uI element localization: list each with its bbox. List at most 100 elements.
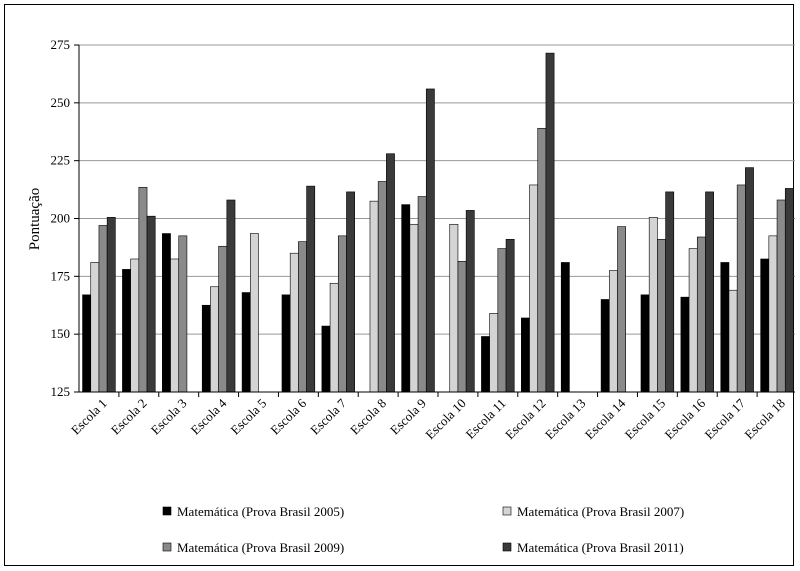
legend-item: Matemática (Prova Brasil 2005) xyxy=(162,504,344,519)
bar xyxy=(537,127,547,393)
bar xyxy=(90,262,100,393)
bar xyxy=(386,153,395,393)
x-tick-label: Escola 18 xyxy=(741,396,788,443)
y-tick-labels: 125 150 175 200 225 250 275 xyxy=(51,37,71,399)
x-tick-label: Escola 16 xyxy=(662,395,709,442)
bar xyxy=(465,210,475,393)
bar xyxy=(640,294,650,393)
x-tick-label: Escola 2 xyxy=(108,396,150,438)
bar xyxy=(138,186,148,393)
bar xyxy=(657,239,666,393)
chart-frame: 125 150 175 200 225 250 275 Escola 1 Escola 2 Es… xyxy=(4,4,795,566)
x-tick-label: Escola 5 xyxy=(227,396,269,438)
grid-lines xyxy=(74,44,795,393)
bar xyxy=(505,239,515,393)
legend-swatch xyxy=(502,542,512,552)
x-tick-label: Escola 11 xyxy=(462,396,508,442)
y-tick-label: 125 xyxy=(51,384,71,399)
bar xyxy=(401,204,411,393)
bar xyxy=(745,167,754,393)
bar xyxy=(226,199,236,393)
legend-label: Matemática (Prova Brasil 2009) xyxy=(177,540,344,555)
bar xyxy=(146,215,156,393)
bar xyxy=(736,184,746,393)
bar xyxy=(250,233,259,393)
bar xyxy=(289,252,299,393)
bar xyxy=(680,296,690,393)
x-tick-label: Escola 3 xyxy=(148,396,190,438)
x-tick-label: Escola 10 xyxy=(422,396,469,443)
bar xyxy=(617,226,626,393)
bar xyxy=(648,217,658,393)
bar xyxy=(545,52,555,393)
bar xyxy=(346,191,355,393)
legend-swatch xyxy=(162,506,172,516)
bar xyxy=(241,292,251,393)
bar xyxy=(298,241,307,393)
x-tick-label: Escola 13 xyxy=(542,396,589,443)
bar xyxy=(337,235,347,393)
bar xyxy=(130,258,140,393)
bar xyxy=(162,233,171,393)
x-tick-label: Escola 1 xyxy=(68,396,110,438)
x-tick-label: Escola 17 xyxy=(701,395,748,442)
bar xyxy=(560,262,570,393)
bar xyxy=(425,88,435,393)
bar xyxy=(768,235,778,393)
bar xyxy=(210,286,219,393)
bar xyxy=(720,262,730,393)
y-tick-label: 250 xyxy=(51,95,71,110)
bar xyxy=(457,260,467,393)
bar xyxy=(377,181,387,393)
bar xyxy=(178,235,188,393)
bar xyxy=(306,185,316,393)
bar xyxy=(170,258,180,393)
x-tick-label: Escola 4 xyxy=(188,395,230,437)
bar xyxy=(369,200,379,393)
legend-swatch xyxy=(502,506,512,516)
bar xyxy=(489,313,499,393)
bars xyxy=(82,52,794,393)
legend-item: Matemática (Prova Brasil 2007) xyxy=(502,504,684,519)
bar xyxy=(321,325,331,393)
x-tick-label: Escola 6 xyxy=(267,395,309,437)
bar xyxy=(409,223,419,393)
legend-item: Matemática (Prova Brasil 2009) xyxy=(162,540,344,555)
bar xyxy=(449,223,459,393)
y-tick-label: 175 xyxy=(51,268,71,283)
y-axis-label: Pontuação xyxy=(27,188,43,250)
bar xyxy=(784,188,794,393)
bar xyxy=(201,304,211,393)
legend-item: Matemática (Prova Brasil 2011) xyxy=(502,540,684,555)
bar xyxy=(608,270,618,393)
y-tick-label: 150 xyxy=(51,326,71,341)
bar xyxy=(776,199,786,393)
bar xyxy=(760,258,770,393)
legend-label: Matemática (Prova Brasil 2011) xyxy=(517,540,684,555)
bar xyxy=(98,225,108,393)
x-tick-label: Escola 14 xyxy=(582,395,629,442)
bar xyxy=(481,336,490,393)
bar xyxy=(688,248,698,393)
bar xyxy=(281,294,291,393)
bar xyxy=(600,299,610,393)
bar xyxy=(696,236,706,393)
y-tick-label: 225 xyxy=(51,153,71,168)
bar xyxy=(82,294,92,393)
bar xyxy=(218,245,228,393)
bar xyxy=(705,191,714,393)
bar xyxy=(122,269,131,393)
x-tick-label: Escola 8 xyxy=(347,396,389,438)
x-tick-label: Escola 7 xyxy=(307,395,349,437)
bar xyxy=(521,317,530,393)
x-tick-label: Escola 12 xyxy=(502,396,549,443)
legend-swatch xyxy=(162,542,172,552)
bar xyxy=(497,248,507,393)
bar xyxy=(417,196,427,393)
legend: Matemática (Prova Brasil 2005) Matemática… xyxy=(162,504,684,555)
bar xyxy=(728,289,738,393)
legend-label: Matemática (Prova Brasil 2007) xyxy=(517,504,684,519)
x-tick-label: Escola 15 xyxy=(622,396,669,443)
